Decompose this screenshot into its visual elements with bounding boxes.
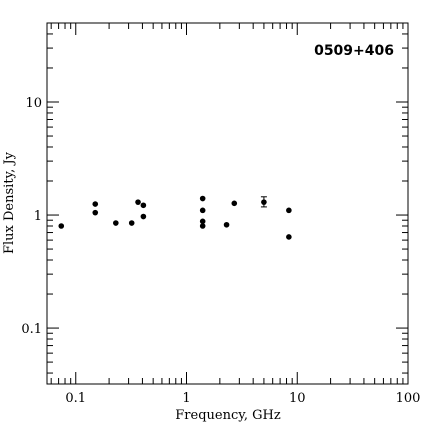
data-point: [128, 220, 135, 226]
data-point: [286, 207, 292, 214]
plot-frame: [46, 22, 409, 385]
y-tick-label: 10: [25, 96, 42, 111]
x-axis-tick-labels: 0.1 1 10 100: [65, 391, 420, 406]
data-point: [199, 223, 206, 229]
data-point: [58, 223, 65, 229]
data-points: [58, 195, 292, 240]
x-axis-ticks: [50, 23, 409, 384]
x-tick-label: 1: [182, 391, 190, 406]
data-point: [140, 213, 147, 220]
y-tick-label: 0.1: [21, 322, 42, 337]
data-point: [199, 207, 206, 214]
data-point: [140, 202, 147, 209]
data-point: [92, 209, 99, 216]
data-point: [286, 234, 292, 240]
y-axis-tick-labels: 0.1 1 10: [21, 96, 42, 337]
data-point: [135, 199, 141, 205]
x-axis-label: Frequency, GHz: [175, 408, 281, 423]
x-tick-label: 10: [289, 391, 306, 406]
y-axis-label: Flux Density, Jy: [2, 151, 17, 254]
y-axis-ticks: [47, 22, 408, 374]
y-tick-label: 1: [34, 209, 42, 224]
x-tick-label: 0.1: [65, 391, 86, 406]
data-point: [231, 200, 238, 207]
data-point: [199, 218, 206, 225]
x-tick-label: 100: [396, 391, 421, 406]
data-point: [113, 220, 119, 226]
data-point: [199, 195, 206, 202]
data-point: [223, 221, 230, 228]
data-point: [261, 199, 267, 205]
data-point: [92, 201, 99, 207]
source-annotation: 0509+406: [314, 43, 394, 59]
